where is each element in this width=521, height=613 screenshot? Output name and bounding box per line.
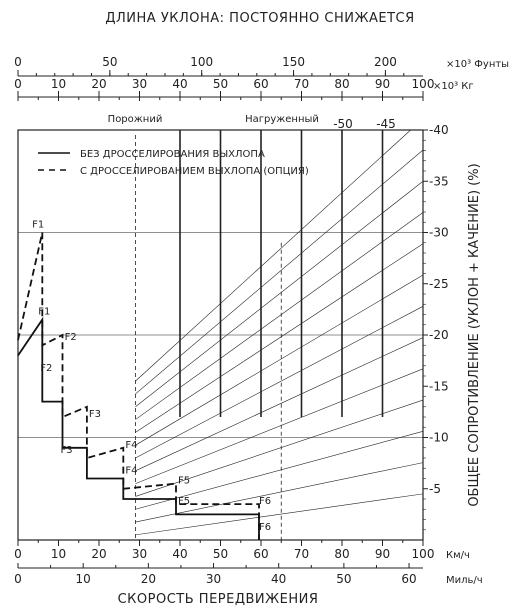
kmh-tick-label: 50 — [213, 547, 228, 561]
gear-label: F4 — [125, 465, 137, 476]
mph-tick-label: 0 — [14, 572, 22, 586]
resistance-line — [135, 462, 424, 523]
mph-tick-label: 40 — [271, 572, 286, 586]
x-axis-label: СКОРОСТЬ ПЕРЕДВИЖЕНИЯ — [118, 592, 319, 607]
legend-entry: С ДРОССЕЛИРОВАНИЕМ ВЫХЛОПА (ОПЦИЯ) — [80, 166, 309, 177]
gear-label: F6 — [259, 522, 271, 533]
kmh-unit-label: Км/ч — [446, 550, 470, 561]
y-tick-label: -40 — [429, 123, 449, 137]
gear-label: F1 — [38, 307, 50, 318]
resistance-line — [135, 243, 424, 433]
legend: БЕЗ ДРОССЕЛИРОВАНИЯ ВЫХЛОПА С ДРОССЕЛИРОВ… — [38, 149, 309, 177]
y-tick-label: -35 — [429, 174, 449, 188]
line-label-minus50: -50 — [333, 117, 353, 131]
kg-tick-label: 0 — [14, 77, 22, 91]
lb-tick-label: 200 — [374, 55, 397, 69]
mph-tick-label: 60 — [401, 572, 416, 586]
kmh-tick-label: 60 — [253, 547, 268, 561]
kmh-tick-label: 80 — [334, 547, 349, 561]
loaded-weight-label: Нагруженный — [245, 114, 319, 125]
lb-tick-label: 150 — [282, 55, 305, 69]
resistance-line — [135, 149, 424, 395]
y-tick-label: -15 — [429, 379, 449, 393]
gear-label: F2 — [65, 332, 77, 343]
resistance-line — [135, 368, 424, 484]
kmh-tick-label: 70 — [294, 547, 309, 561]
chart-title: ДЛИНА УКЛОНА: ПОСТОЯННО СНИЖАЕТСЯ — [105, 11, 414, 26]
resistance-line — [135, 337, 424, 472]
kg-tick-label: 60 — [253, 77, 268, 91]
gear-label: F2 — [40, 363, 52, 374]
kg-tick-label: 30 — [132, 77, 147, 91]
plot-area: -5 -10 -15 -20 -25 -30 -35 -40 ОБЩЕЕ СОПРОТИВЛЕН… — [17, 123, 482, 541]
series-exhaust-brake — [17, 232, 260, 540]
kg-tick-label: 40 — [172, 77, 187, 91]
resistance-line — [135, 493, 424, 536]
mph-unit-label: Миль/ч — [446, 575, 483, 586]
y-tick-label: -10 — [429, 431, 449, 445]
resistance-line — [135, 431, 424, 510]
mph-tick-label: 20 — [141, 572, 156, 586]
kg-tick-label: 70 — [294, 77, 309, 91]
lb-tick-label: 0 — [14, 55, 22, 69]
gear-label: F3 — [61, 445, 73, 456]
resistance-line — [135, 399, 424, 497]
kg-tick-label: 80 — [334, 77, 349, 91]
empty-weight-label: Порожний — [108, 114, 163, 125]
y-tick-label: -5 — [429, 482, 441, 496]
mph-tick-label: 10 — [76, 572, 91, 586]
gear-label: F1 — [32, 219, 44, 230]
mph-tick-label: 30 — [206, 572, 221, 586]
series-no-exhaust-brake — [17, 316, 260, 540]
kmh-tick-label: 10 — [51, 547, 66, 561]
gear-label: F3 — [89, 409, 101, 420]
mph-tick-label: 50 — [336, 572, 351, 586]
resistance-line — [135, 181, 424, 407]
gear-label: F6 — [259, 496, 271, 507]
legend-entry: БЕЗ ДРОССЕЛИРОВАНИЯ ВЫХЛОПА — [80, 149, 265, 160]
lb-tick-label: 50 — [102, 55, 117, 69]
kg-tick-label: 100 — [412, 77, 435, 91]
y-axis-label: ОБЩЕЕ СОПРОТИВЛЕНИЕ (УКЛОН + КАЧЕНИЕ) (%… — [467, 163, 482, 506]
kmh-tick-label: 100 — [412, 547, 435, 561]
kmh-tick-label: 90 — [375, 547, 390, 561]
y-tick-label: -25 — [429, 277, 449, 291]
y-tick-label: -20 — [429, 328, 449, 342]
resistance-line — [135, 129, 411, 382]
resistance-line — [135, 274, 424, 446]
gear-label: F4 — [125, 440, 137, 451]
kg-tick-label: 50 — [213, 77, 228, 91]
line-label-minus45: -45 — [376, 117, 396, 131]
lb-unit-label: ×10³ Фунты — [446, 59, 509, 70]
kmh-tick-label: 20 — [91, 547, 106, 561]
y-tick-label: -30 — [429, 226, 449, 240]
speed-axes: 0 10 20 30 40 50 60 70 80 90 100 Км/ч0 10 20 30 40 50 60 М… — [14, 540, 483, 586]
kg-tick-label: 90 — [375, 77, 390, 91]
kg-tick-label: 20 — [91, 77, 106, 91]
kmh-tick-label: 40 — [172, 547, 187, 561]
resistance-line — [135, 212, 424, 420]
kg-unit-label: ×10³ Кг — [433, 81, 474, 92]
kmh-tick-label: 30 — [132, 547, 147, 561]
kmh-tick-label: 0 — [14, 547, 22, 561]
gear-label: F5 — [178, 476, 190, 487]
lb-tick-label: 100 — [190, 55, 213, 69]
gear-label: F5 — [178, 496, 190, 507]
resistance-line — [135, 306, 424, 459]
kg-tick-label: 10 — [51, 77, 66, 91]
